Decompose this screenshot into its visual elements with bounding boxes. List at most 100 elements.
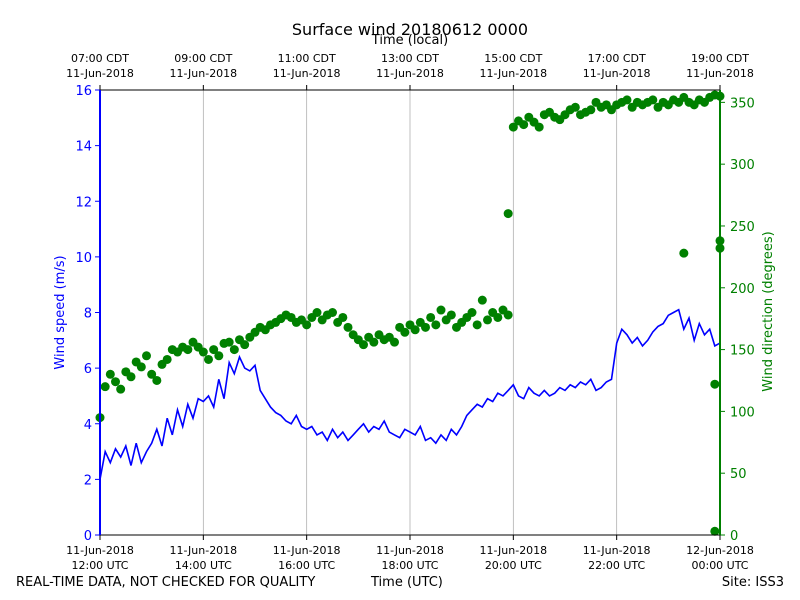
- right-tick-label: 350: [730, 96, 755, 111]
- wind-direction-point: [436, 305, 446, 315]
- top-tick-date: 11-Jun-2018: [686, 67, 754, 80]
- wind-direction-point: [467, 308, 477, 317]
- wind-direction-point: [446, 310, 456, 320]
- wind-direction-point: [111, 377, 120, 387]
- wind-direction-point: [431, 320, 441, 330]
- wind-direction-point: [142, 351, 151, 361]
- left-tick-label: 6: [84, 362, 92, 377]
- wind-direction-point: [229, 345, 239, 355]
- bottom-tick-time: 14:00 UTC: [175, 559, 232, 572]
- wind-direction-point: [204, 354, 213, 364]
- wind-direction-point: [209, 345, 219, 355]
- right-tick-label: 150: [730, 344, 755, 359]
- right-tick-label: 200: [730, 282, 755, 297]
- wind-direction-point: [224, 337, 234, 347]
- bottom-tick-date: 11-Jun-2018: [479, 544, 547, 557]
- top-tick-time: 11:00 CDT: [278, 52, 336, 65]
- x-axis-label: Time (UTC): [371, 575, 443, 590]
- left-tick-label: 8: [84, 307, 92, 322]
- bottom-tick-date: 11-Jun-2018: [66, 544, 134, 557]
- wind-direction-point: [534, 122, 544, 132]
- quality-disclaimer: REAL-TIME DATA, NOT CHECKED FOR QUALITY: [16, 575, 316, 590]
- top-tick-date: 11-Jun-2018: [169, 67, 237, 80]
- left-tick-label: 10: [75, 251, 92, 266]
- bottom-tick-time: 16:00 UTC: [278, 559, 335, 572]
- bottom-tick-date: 11-Jun-2018: [273, 544, 341, 557]
- left-tick-label: 2: [84, 473, 92, 488]
- wind-direction-point: [302, 320, 312, 330]
- bottom-tick-time: 18:00 UTC: [381, 559, 438, 572]
- wind-direction-point: [328, 308, 337, 317]
- right-tick-label: 100: [730, 405, 755, 420]
- wind-direction-point: [493, 312, 503, 322]
- top-tick-date: 11-Jun-2018: [273, 67, 341, 80]
- wind-direction-point: [710, 526, 720, 536]
- wind-direction-point: [477, 295, 487, 305]
- bottom-tick-time: 12:00 UTC: [71, 559, 128, 572]
- left-tick-label: 0: [84, 529, 92, 544]
- wind-direction-point: [183, 345, 193, 355]
- wind-direction-point: [648, 95, 658, 105]
- wind-direction-point: [312, 308, 322, 317]
- wind-direction-point: [240, 340, 250, 350]
- top-tick-time: 09:00 CDT: [174, 52, 232, 65]
- wind-direction-point: [359, 340, 368, 350]
- wind-direction-point: [152, 375, 162, 385]
- wind-direction-point: [116, 384, 126, 394]
- wind-direction-point: [622, 95, 632, 105]
- bottom-tick-date: 12-Jun-2018: [686, 544, 754, 557]
- wind-direction-point: [136, 362, 146, 372]
- wind-direction-point: [369, 337, 379, 347]
- left-tick-label: 16: [75, 84, 92, 99]
- site-label: Site: ISS3: [721, 575, 784, 590]
- wind-direction-point: [483, 315, 492, 325]
- wind-direction-point: [426, 312, 436, 322]
- right-tick-label: 0: [730, 529, 738, 544]
- wind-direction-point: [710, 379, 720, 389]
- bottom-tick-date: 11-Jun-2018: [376, 544, 444, 557]
- wind-direction-point: [503, 209, 513, 219]
- wind-direction-point: [508, 122, 518, 132]
- wind-direction-point: [570, 102, 580, 112]
- left-axis-label: Wind speed (m/s): [53, 255, 68, 369]
- wind-direction-point: [126, 372, 136, 382]
- left-tick-label: 12: [75, 195, 92, 210]
- wind-direction-point: [472, 320, 482, 330]
- wind-direction-point: [400, 327, 410, 337]
- wind-direction-point: [105, 369, 115, 379]
- left-tick-label: 14: [75, 140, 92, 155]
- bottom-tick-time: 22:00 UTC: [588, 559, 645, 572]
- bottom-tick-time: 00:00 UTC: [691, 559, 748, 572]
- wind-direction-point: [162, 354, 172, 364]
- right-tick-label: 250: [730, 220, 755, 235]
- top-tick-time: 17:00 CDT: [588, 52, 646, 65]
- wind-direction-point: [338, 312, 348, 322]
- top-tick-date: 11-Jun-2018: [66, 67, 134, 80]
- right-axis-label: Wind direction (degrees): [761, 231, 776, 391]
- top-tick-time: 19:00 CDT: [691, 52, 749, 65]
- wind-direction-point: [586, 105, 596, 115]
- chart-title: Surface wind 20180612 0000: [291, 20, 529, 39]
- bottom-tick-date: 11-Jun-2018: [583, 544, 651, 557]
- wind-direction-point: [421, 322, 430, 332]
- top-tick-date: 11-Jun-2018: [583, 67, 651, 80]
- wind-speed-line: [99, 308, 721, 480]
- wind-direction-point: [503, 310, 513, 320]
- wind-direction-point: [147, 369, 157, 379]
- bottom-tick-time: 20:00 UTC: [485, 559, 542, 572]
- bottom-tick-date: 11-Jun-2018: [169, 544, 237, 557]
- top-tick-date: 11-Jun-2018: [376, 67, 444, 80]
- top-tick-time: 15:00 CDT: [484, 52, 542, 65]
- wind-direction-point: [100, 382, 110, 392]
- wind-direction-point: [390, 337, 399, 347]
- wind-direction-point: [679, 248, 689, 258]
- top-axis-label: Time (local): [371, 33, 449, 48]
- right-tick-label: 50: [730, 467, 747, 482]
- wind-direction-point: [343, 322, 353, 332]
- top-tick-time: 13:00 CDT: [381, 52, 439, 65]
- wind-direction-point: [410, 325, 420, 335]
- top-tick-date: 11-Jun-2018: [479, 67, 547, 80]
- left-tick-label: 4: [84, 418, 92, 433]
- top-tick-time: 07:00 CDT: [71, 52, 129, 65]
